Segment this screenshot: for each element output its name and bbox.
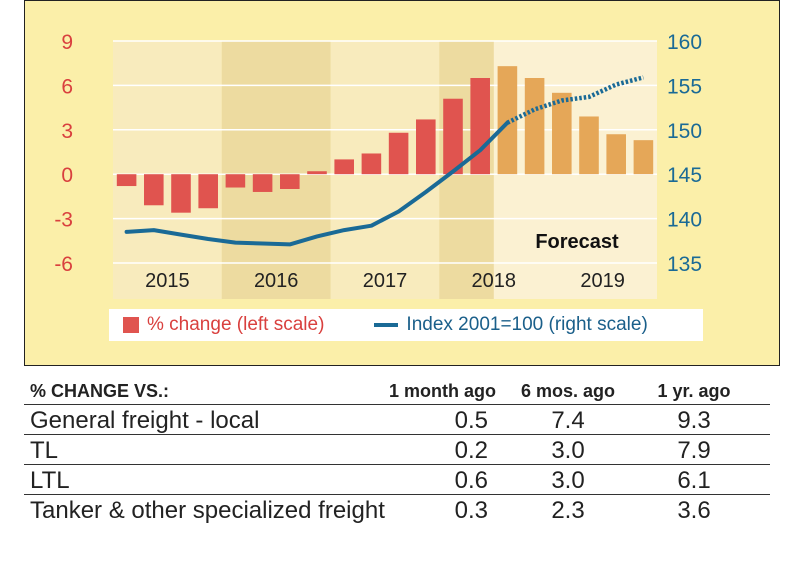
bar bbox=[552, 92, 572, 175]
x-axis-year-label: 2018 bbox=[472, 270, 517, 292]
legend-bar-swatch-icon bbox=[123, 317, 139, 333]
row-label: Tanker & other specialized freight bbox=[30, 497, 385, 524]
forecast-region bbox=[493, 41, 657, 299]
year-band bbox=[221, 41, 331, 299]
table-header-row: % CHANGE VS.: 1 month ago 6 mos. ago 1 y… bbox=[24, 378, 770, 404]
bar bbox=[116, 174, 137, 187]
chart-panel: -6 -3 0 3 6 9 135 140 145 150 155 160 2015 2016 2017 20… bbox=[24, 0, 780, 366]
row-label: General freight - local bbox=[30, 407, 260, 434]
row-value-1-month: 0.3 bbox=[454, 497, 488, 524]
bar bbox=[198, 174, 218, 209]
bar bbox=[252, 174, 273, 192]
x-axis-year-label: 2015 bbox=[145, 270, 190, 292]
bar bbox=[171, 174, 191, 213]
forecast-annotation: Forecast bbox=[535, 231, 619, 253]
bar bbox=[579, 116, 599, 175]
row-value-6-months: 7.4 bbox=[551, 407, 585, 434]
left-axis-tick-label: 0 bbox=[61, 164, 73, 187]
row-value-6-months: 2.3 bbox=[551, 497, 585, 524]
x-axis-year-label: 2017 bbox=[363, 270, 408, 292]
bar bbox=[225, 174, 246, 188]
row-value-1-year: 3.6 bbox=[677, 497, 711, 524]
row-label: LTL bbox=[30, 467, 70, 494]
change-table: % CHANGE VS.: 1 month ago 6 mos. ago 1 y… bbox=[24, 378, 770, 524]
index-line-history bbox=[124, 120, 510, 247]
left-axis-tick-label: -6 bbox=[54, 253, 73, 276]
left-axis-tick-label: 3 bbox=[61, 120, 73, 143]
bar bbox=[388, 132, 409, 175]
table-header-label: % CHANGE VS.: bbox=[30, 381, 170, 401]
left-axis-tick-label: 6 bbox=[61, 75, 73, 98]
row-value-6-months: 3.0 bbox=[551, 437, 585, 464]
row-value-1-month: 0.2 bbox=[454, 437, 488, 464]
table-header-1-year: 1 yr. ago bbox=[657, 381, 731, 401]
row-value-1-year: 9.3 bbox=[677, 407, 711, 434]
row-label: TL bbox=[30, 437, 59, 464]
left-axis-tick-label: -3 bbox=[54, 209, 73, 232]
chart-svg: -6 -3 0 3 6 9 135 140 145 150 155 160 2015 2016 2017 20… bbox=[54, 31, 702, 299]
row-value-6-months: 3.0 bbox=[551, 467, 585, 494]
bar bbox=[334, 159, 354, 175]
row-value-1-month: 0.5 bbox=[454, 407, 488, 434]
right-axis-tick-label: 145 bbox=[667, 164, 702, 187]
table-row: TL 0.2 3.0 7.9 bbox=[24, 434, 770, 464]
legend-line-label: Index 2001=100 (right scale) bbox=[406, 314, 648, 335]
table-header-1-month: 1 month ago bbox=[389, 381, 496, 401]
x-axis-year-label: 2019 bbox=[580, 270, 625, 292]
row-value-1-year: 7.9 bbox=[677, 437, 711, 464]
row-value-1-month: 0.6 bbox=[454, 467, 488, 494]
bar bbox=[524, 78, 545, 175]
x-axis-year-label: 2016 bbox=[254, 270, 299, 292]
bar bbox=[470, 78, 490, 175]
right-axis-tick-label: 135 bbox=[667, 253, 702, 276]
bar bbox=[280, 174, 300, 189]
bar bbox=[606, 134, 626, 175]
index-line-forecast bbox=[506, 75, 644, 125]
table-row: Tanker & other specialized freight 0.3 2… bbox=[24, 494, 770, 524]
table-row: General freight - local 0.5 7.4 9.3 bbox=[24, 404, 770, 434]
right-axis-tick-label: 140 bbox=[667, 209, 702, 232]
bar bbox=[361, 153, 382, 175]
bar bbox=[144, 174, 164, 206]
legend-line-swatch-icon bbox=[374, 323, 399, 327]
table-row: LTL 0.6 3.0 6.1 bbox=[24, 464, 770, 494]
legend-bar-label: % change (left scale) bbox=[147, 314, 325, 335]
bar bbox=[497, 66, 518, 175]
row-value-1-year: 6.1 bbox=[677, 467, 711, 494]
year-band bbox=[113, 41, 222, 299]
left-axis-tick-label: 9 bbox=[61, 31, 73, 54]
chart-legend: % change (left scale) Index 2001=100 (ri… bbox=[109, 309, 703, 341]
bar bbox=[443, 98, 463, 175]
right-axis-tick-label: 150 bbox=[667, 120, 702, 143]
legend-item-bars: % change (left scale) bbox=[123, 314, 324, 336]
bar bbox=[416, 119, 436, 175]
right-axis-tick-label: 160 bbox=[667, 31, 702, 54]
table-header-6-months: 6 mos. ago bbox=[520, 381, 616, 401]
bar bbox=[633, 140, 654, 175]
legend-item-line: Index 2001=100 (right scale) bbox=[374, 314, 648, 336]
bar bbox=[307, 171, 327, 175]
right-axis-tick-label: 155 bbox=[667, 75, 702, 98]
